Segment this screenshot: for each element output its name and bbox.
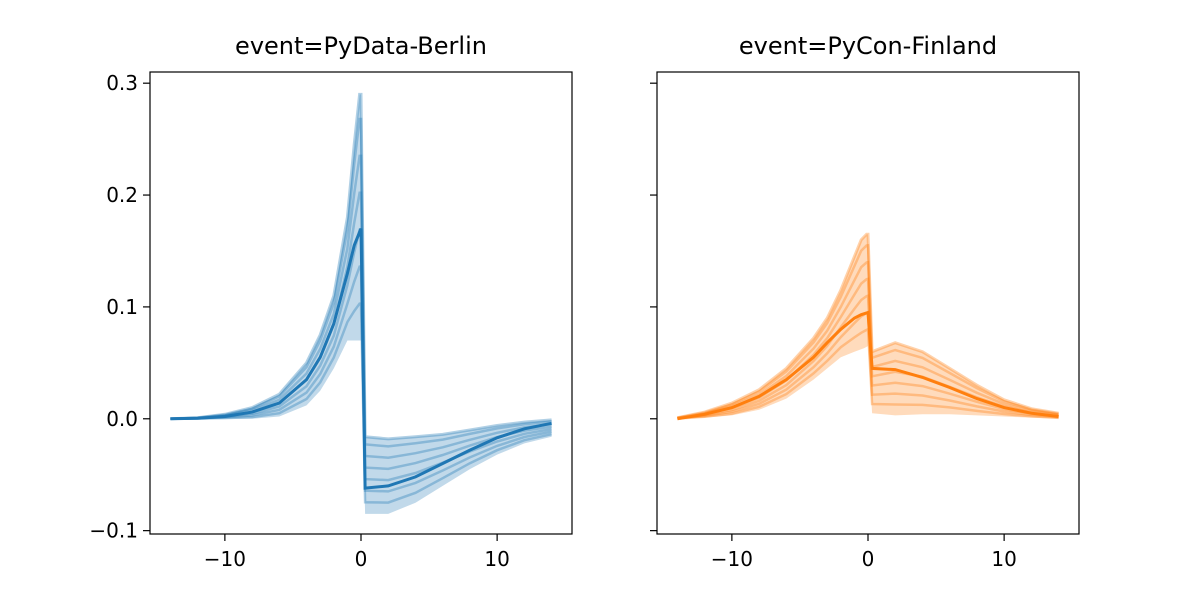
plot-frame [656,71,1080,535]
series-layer [170,92,552,514]
x-tick-label: 0 [862,547,875,571]
x-tick-label: 0 [355,547,368,571]
subplot-pycon-finland: event=PyCon-Finland −10 0 10 [650,32,1080,571]
x-tick-label: −10 [204,547,246,571]
mean-line [170,228,552,490]
mean-line [677,310,1059,421]
trajectory-line [170,117,552,448]
subplot-title: event=PyCon-Finland [739,32,997,60]
series-layer [677,232,1059,421]
y-tick-label: 0.1 [106,295,138,319]
x-tick-label: −10 [711,547,753,571]
y-tick-label: 0.3 [106,71,138,95]
trajectory-line [677,244,1059,420]
subplot-title: event=PyData-Berlin [235,32,487,60]
plot-frame [149,71,573,535]
y-tick-label: 0.2 [106,183,138,207]
ticks-layer: −10 0 10 [650,82,1017,571]
trajectory-line [170,154,552,459]
y-tick-label: 0.0 [106,407,138,431]
trajectory-line [677,327,1059,420]
trajectory-line [170,302,552,504]
y-tick-label: −0.1 [89,519,138,543]
x-tick-label: 10 [484,547,509,571]
upper-trajectory-line [170,92,552,441]
trajectory-line [677,294,1059,420]
trajectory-line [170,265,552,493]
ticks-layer: −10 0 10 −0.1 0.0 0.1 0.2 0.3 [89,71,509,571]
subplot-pydata-berlin: event=PyData-Berlin −10 0 10 −0.1 0.0 0.1 0.2 0… [89,32,573,571]
trajectory-line [677,260,1059,420]
upper-trajectory-line [677,232,1059,420]
x-tick-label: 10 [991,547,1016,571]
